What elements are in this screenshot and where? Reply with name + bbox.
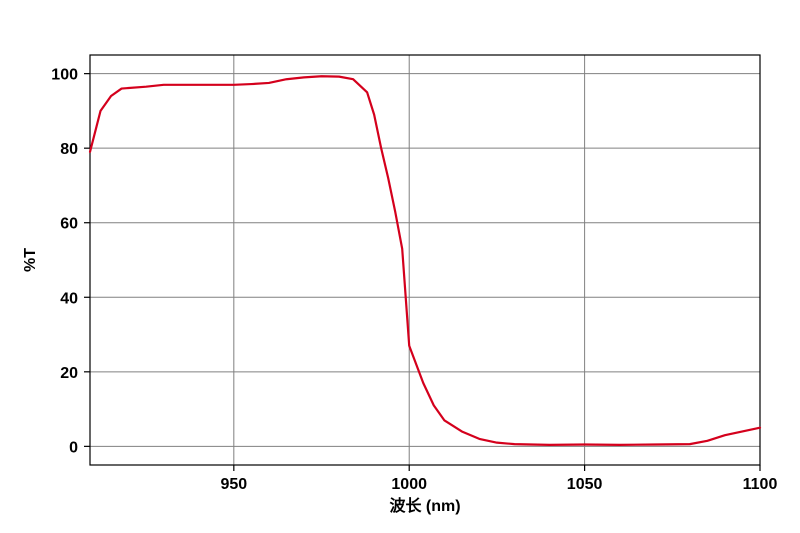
x-tick-label: 950 xyxy=(220,476,247,493)
y-tick-label: 40 xyxy=(60,290,78,307)
y-tick-label: 60 xyxy=(60,216,78,233)
y-tick-label: 0 xyxy=(69,439,78,456)
x-tick-label: 1000 xyxy=(391,476,427,493)
y-axis-label: %T xyxy=(22,248,39,272)
x-tick-label: 1100 xyxy=(743,476,778,493)
chart-container: 950 1000 1050 1100 0 20 40 60 80 100 波长 (nm) %T xyxy=(0,0,800,533)
x-axis-label: 波长 (nm) xyxy=(389,496,460,515)
transmittance-chart: 950 1000 1050 1100 0 20 40 60 80 100 波长 (nm) %T xyxy=(0,0,800,533)
y-tick-label: 80 xyxy=(60,141,78,158)
y-tick-label: 100 xyxy=(51,67,78,84)
x-tick-label: 1050 xyxy=(567,476,603,493)
y-tick-label: 20 xyxy=(60,365,78,382)
